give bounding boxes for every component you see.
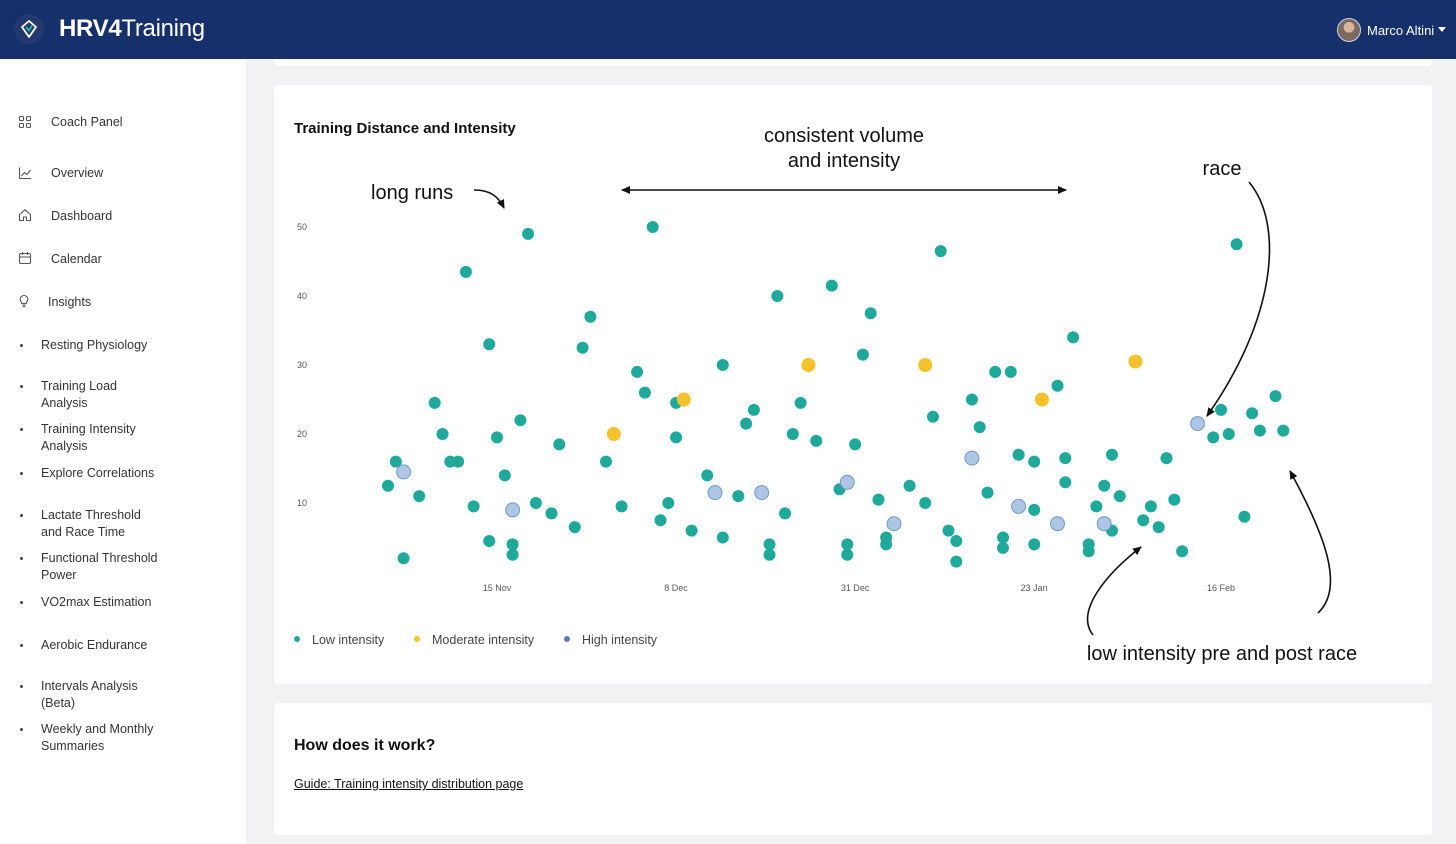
guide-link[interactable]: Guide: Training intensity distribution p…: [294, 777, 524, 791]
sidebar-item-explore-correlations[interactable]: Explore Correlations: [0, 465, 246, 482]
sidebar-item-label: Aerobic Endurance: [41, 638, 148, 652]
previous-card-edge: [274, 59, 1432, 66]
avatar[interactable]: [1337, 18, 1361, 42]
brand-name[interactable]: HRV4Training: [59, 15, 205, 42]
sidebar-item-label: Insights: [48, 295, 92, 309]
top-navbar: HRV4Training Marco Altini: [0, 0, 1456, 59]
bullet-icon: [20, 644, 23, 647]
how-it-works-title: How does it work?: [294, 737, 436, 754]
bullet-icon: [20, 514, 23, 517]
legend-dot-low: [294, 636, 300, 642]
legend-dot-moderate: [414, 636, 420, 642]
bullet-icon: [20, 601, 23, 604]
legend-moderate-intensity[interactable]: Moderate intensity: [414, 633, 534, 647]
chart-title: Training Distance and Intensity: [294, 120, 516, 137]
sidebar-item-dashboard[interactable]: Dashboard: [0, 208, 246, 225]
sidebar-item-intervals-analysis[interactable]: Intervals Analysis (Beta): [0, 678, 246, 712]
legend-high-intensity[interactable]: High intensity: [564, 633, 657, 647]
sidebar-item-weekly-monthly[interactable]: Weekly and Monthly Summaries: [0, 721, 246, 755]
heart-diamond-icon[interactable]: [14, 14, 44, 44]
how-it-works-card: [274, 703, 1432, 835]
legend-dot-high: [564, 636, 570, 642]
bullet-icon: [20, 428, 23, 431]
sidebar-item-label: Lactate Threshold and Race Time: [41, 508, 141, 539]
lightbulb-icon: [19, 294, 29, 308]
calendar-icon: [18, 252, 32, 265]
sidebar-item-insights[interactable]: Insights: [0, 294, 246, 311]
bullet-icon: [20, 385, 23, 388]
sidebar-item-label: Training Load Analysis: [41, 379, 117, 410]
sidebar-item-label: VO2max Estimation: [41, 595, 152, 609]
sidebar-item-label: Dashboard: [51, 209, 113, 223]
sidebar-item-label: Training Intensity Analysis: [41, 422, 136, 453]
sidebar-item-aerobic-endurance[interactable]: Aerobic Endurance: [0, 637, 246, 654]
sidebar-item-calendar[interactable]: Calendar: [0, 251, 246, 268]
sidebar-item-training-intensity[interactable]: Training Intensity Analysis: [0, 421, 246, 455]
sidebar-item-lactate-threshold[interactable]: Lactate Threshold and Race Time: [0, 507, 246, 541]
bullet-icon: [20, 557, 23, 560]
bullet-icon: [20, 344, 23, 347]
home-icon: [18, 209, 32, 222]
bullet-icon: [20, 728, 23, 731]
line-chart-icon: [18, 167, 31, 180]
sidebar-item-label: Calendar: [51, 252, 102, 266]
caret-down-icon[interactable]: [1438, 27, 1446, 32]
grid-icon: [18, 115, 32, 129]
chart-card: [274, 85, 1432, 684]
legend-low-intensity[interactable]: Low intensity: [294, 633, 384, 647]
sidebar-item-overview[interactable]: Overview: [0, 165, 246, 182]
sidebar-item-training-load[interactable]: Training Load Analysis: [0, 378, 246, 412]
sidebar-item-vo2max[interactable]: VO2max Estimation: [0, 594, 246, 611]
sidebar-item-label: Weekly and Monthly Summaries: [41, 722, 154, 753]
sidebar-item-label: Functional Threshold Power: [41, 551, 158, 582]
sidebar: Coach Panel Overview Dashboard Calendar …: [0, 59, 246, 844]
bullet-icon: [20, 685, 23, 688]
bullet-icon: [20, 472, 23, 475]
sidebar-item-label: Resting Physiology: [41, 338, 148, 352]
user-name[interactable]: Marco Altini: [1367, 23, 1435, 38]
sidebar-item-label: Coach Panel: [51, 115, 123, 129]
sidebar-item-label: Explore Correlations: [41, 466, 155, 480]
sidebar-item-label: Intervals Analysis (Beta): [41, 679, 138, 710]
sidebar-item-label: Overview: [51, 166, 104, 180]
sidebar-item-functional-threshold[interactable]: Functional Threshold Power: [0, 550, 246, 584]
sidebar-item-coach-panel[interactable]: Coach Panel: [0, 114, 246, 131]
sidebar-item-resting-physiology[interactable]: Resting Physiology: [0, 337, 246, 354]
